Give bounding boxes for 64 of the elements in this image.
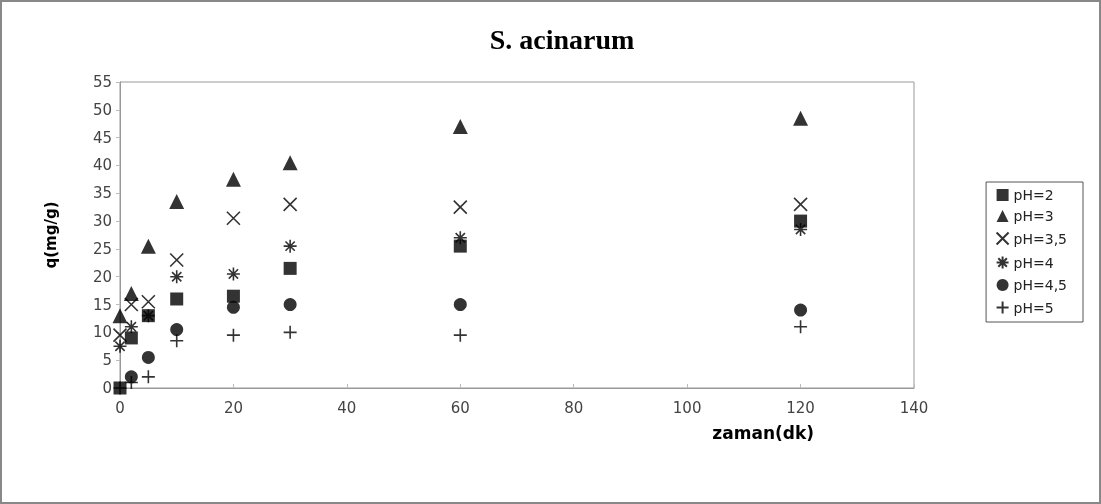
y-tick-label: 35: [92, 184, 112, 203]
legend-label: pH=4,5: [1013, 277, 1068, 293]
y-tick-label: 40: [92, 156, 112, 175]
point: [282, 325, 298, 340]
point: [226, 327, 241, 343]
point: [170, 292, 184, 306]
point: [124, 319, 139, 335]
point: [226, 266, 241, 282]
point: [141, 350, 155, 364]
legend-label: pH=5: [1013, 299, 1054, 316]
x-axis-title: zaman(dk): [712, 422, 814, 443]
point: [169, 252, 185, 268]
y-tick-label: 25: [92, 239, 112, 258]
point: [112, 308, 128, 324]
y-tick-label: 30: [92, 212, 112, 231]
x-tick-label: 100: [672, 398, 702, 417]
point: [793, 197, 808, 212]
point: [226, 289, 240, 303]
point: [169, 194, 185, 210]
point: [793, 110, 809, 126]
point: [793, 222, 808, 237]
point: [141, 369, 156, 385]
point: [283, 261, 297, 275]
point: [124, 331, 138, 345]
y-axis-title: q(mg/g): [41, 201, 60, 269]
point: [282, 238, 298, 254]
point: [282, 197, 298, 212]
x-tick-label: 140: [899, 398, 929, 417]
point: [453, 298, 467, 312]
x-tick-label: 0: [115, 398, 125, 417]
x-tick-label: 40: [337, 398, 357, 417]
point: [124, 297, 139, 312]
point: [794, 303, 808, 317]
y-tick-label: 15: [92, 295, 112, 314]
point: [170, 323, 184, 337]
x-tick-label: 120: [786, 398, 815, 417]
y-tick-label: 45: [92, 128, 112, 147]
point: [452, 119, 468, 135]
point: [283, 298, 297, 312]
point: [226, 211, 241, 226]
legend-label: pH=3,5: [1013, 230, 1068, 247]
point: [452, 199, 468, 215]
point: [225, 171, 241, 187]
y-tick-label: 55: [92, 73, 112, 91]
y-tick-label: 10: [92, 323, 112, 342]
legend-label: pH=3: [1013, 208, 1054, 224]
x-tick-label: 20: [223, 398, 243, 417]
y-tick-label: 5: [102, 351, 112, 370]
y-tick-label: 50: [92, 100, 112, 119]
point: [282, 155, 298, 171]
x-tick-label: 60: [450, 398, 470, 417]
point: [793, 319, 808, 335]
point: [226, 300, 240, 314]
point: [140, 238, 156, 254]
legend-label: pH=2: [1013, 187, 1054, 203]
point: [452, 230, 468, 246]
x-tick-label: 80: [564, 398, 584, 417]
chart-title: S. acinarum: [489, 23, 635, 55]
point: [124, 370, 138, 384]
legend-label: pH=4: [1013, 254, 1054, 271]
y-tick-label: 0: [102, 379, 112, 397]
y-tick-label: 20: [92, 267, 112, 286]
point: [124, 375, 139, 390]
point: [169, 269, 185, 285]
